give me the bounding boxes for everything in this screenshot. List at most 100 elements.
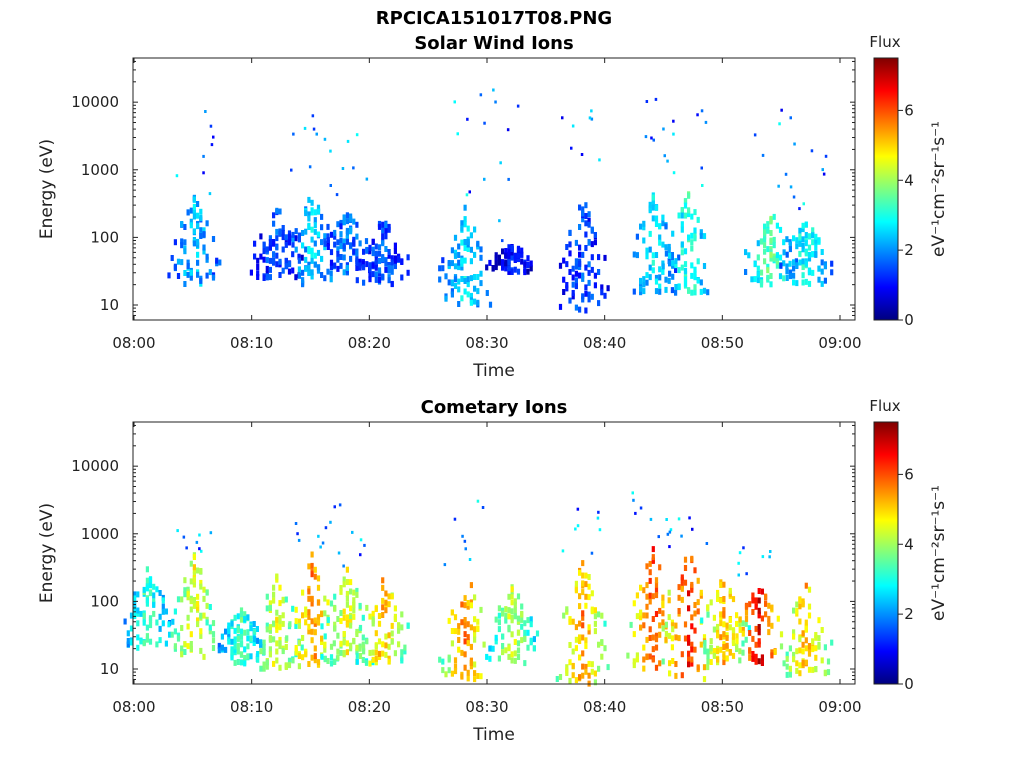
heatmap-cell: [696, 608, 700, 615]
heatmap-cell: [661, 263, 665, 270]
heatmap-cell: [479, 606, 483, 613]
heatmap-cell: [769, 281, 773, 288]
heatmap-cell: [600, 639, 604, 646]
heatmap-cell: [722, 631, 726, 638]
heatmap-cell: [365, 604, 369, 611]
heatmap-cell: [754, 625, 758, 632]
heatmap-cell: [785, 263, 789, 270]
colorbar-tick-label: 0: [904, 675, 914, 693]
heatmap-cell: [320, 239, 324, 246]
heatmap-cell: [349, 614, 353, 621]
heatmap-cell: [529, 260, 533, 267]
heatmap-cell: [313, 252, 317, 259]
heatmap-cell: [677, 608, 681, 614]
heatmap-cell: [807, 280, 812, 287]
heatmap-cell: [584, 284, 588, 291]
heatmap-cell: [683, 202, 688, 209]
heatmap-cell: [671, 260, 675, 267]
heatmap-cell: [384, 590, 388, 597]
heatmap-cell: [339, 588, 343, 595]
heatmap-cell: [183, 281, 187, 287]
heatmap-cell: [520, 616, 524, 623]
heatmap-cell: [587, 628, 591, 635]
heatmap-cell: [578, 306, 582, 313]
heatmap-cell: [811, 232, 815, 239]
heatmap-cell: [387, 601, 391, 608]
heatmap-cell: [278, 615, 282, 621]
heatmap-cell: [333, 659, 337, 665]
heatmap-cell: [753, 261, 757, 268]
heatmap-cell: [795, 608, 799, 614]
heatmap-cell: [775, 262, 779, 269]
heatmap-cell: [313, 620, 317, 627]
heatmap-cell: [361, 634, 365, 641]
heatmap-cell: [654, 632, 659, 639]
heatmap-cell: [349, 242, 353, 249]
heatmap-cell: [345, 590, 349, 597]
heatmap-cell: [377, 270, 382, 277]
heatmap-cell: [485, 653, 489, 660]
heatmap-cell: [661, 220, 665, 227]
x-axis: 08:00 08:10 08:20 08:30 08:40 08:50 09:00: [112, 58, 862, 352]
heatmap-cell: [233, 636, 237, 643]
heatmap-cell: [316, 619, 321, 626]
heatmap-cell: [741, 649, 745, 656]
heatmap-cell: [381, 240, 385, 247]
heatmap-cell: [817, 265, 821, 272]
heatmap-cell: [510, 631, 514, 638]
heatmap-cell: [578, 638, 582, 644]
heatmap-cell: [253, 240, 257, 247]
heatmap-cell: [155, 619, 159, 626]
heatmap-cell: [211, 236, 216, 242]
heatmap-cell: [693, 289, 697, 296]
heatmap-cell: [670, 635, 674, 642]
heatmap-cell: [158, 613, 162, 620]
heatmap-cell: [450, 291, 454, 298]
heatmap-cell: [333, 593, 337, 600]
heatmap-cell: [795, 262, 799, 269]
heatmap-cell: [744, 609, 749, 616]
heatmap-cell: [180, 242, 184, 249]
heatmap-cell: [155, 641, 159, 648]
heatmap-cell: [186, 623, 190, 630]
heatmap-cell: [272, 620, 276, 627]
heatmap-cell: [297, 253, 301, 260]
heatmap-cell: [555, 676, 559, 682]
heatmap-cell: [590, 266, 594, 273]
heatmap-cell: [562, 612, 566, 619]
heatmap-cell: [272, 257, 276, 264]
heatmap-cell: [516, 245, 521, 252]
heatmap-cell: [310, 571, 314, 578]
heatmap-cell: [590, 241, 594, 248]
heatmap-cell: [196, 621, 200, 628]
heatmap-cell: [307, 563, 311, 570]
x-tick-label: 08:00: [112, 334, 155, 352]
heatmap-cell: [668, 670, 672, 677]
heatmap-cell: [574, 580, 578, 587]
heatmap-cell: [189, 598, 193, 605]
heatmap-cell: [565, 664, 569, 671]
heatmap-cell: [820, 657, 824, 664]
heatmap-cell: [648, 264, 652, 271]
heatmap-cell: [323, 595, 327, 602]
heatmap-cell: [476, 299, 480, 306]
heatmap-cell: [651, 215, 655, 222]
heatmap-cell: [453, 276, 458, 283]
heatmap-cell: [284, 257, 288, 264]
heatmap-cell: [291, 241, 295, 248]
heatmap-cell: [587, 279, 591, 286]
heatmap-cell: [584, 637, 588, 644]
heatmap-cell: [262, 661, 266, 668]
heatmap-cell: [463, 595, 467, 602]
heatmap-cell: [645, 100, 649, 103]
heatmap-cell: [230, 649, 234, 656]
panel-title: Solar Wind Ions: [414, 33, 573, 54]
heatmap-cell: [687, 590, 691, 597]
heatmap-cell: [390, 630, 394, 637]
heatmap-cell: [769, 255, 773, 262]
heatmap-cell: [668, 660, 672, 667]
heatmap-cell: [329, 643, 334, 650]
heatmap-cell: [384, 228, 388, 234]
heatmap-cell: [820, 259, 824, 266]
heatmap-cell: [313, 222, 317, 229]
